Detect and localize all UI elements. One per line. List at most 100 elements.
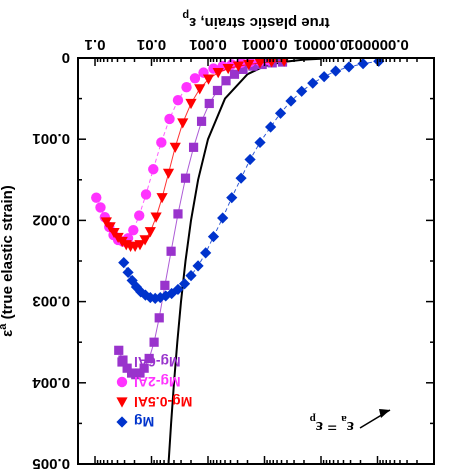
data-point (243, 59, 255, 71)
data-point (166, 287, 178, 300)
x-tick-label: 0.01 (137, 36, 166, 53)
series-mg-0-5al (100, 58, 289, 252)
legend-marker (116, 376, 128, 388)
series-line (123, 60, 379, 299)
data-point (212, 68, 224, 79)
y-tick-label: 0.001 (32, 130, 70, 147)
data-point (149, 337, 159, 347)
axes-layer (77, 57, 435, 465)
data-point (229, 69, 240, 79)
y-tick-label: 0.003 (32, 293, 70, 310)
annotation-sub-p: p (310, 413, 316, 425)
data-point (194, 84, 206, 95)
data-point (217, 212, 229, 224)
x-tick-label: 0.00001 (294, 36, 348, 53)
y-tick-label: 0.005 (32, 455, 70, 472)
data-point (212, 85, 223, 96)
data-point (185, 98, 197, 110)
y-axis-title: εa (true elastic strain) (0, 185, 16, 337)
x-tick-label: 0.000001 (346, 36, 409, 53)
x-axis-title-sub: p (182, 9, 189, 21)
data-point (318, 71, 330, 83)
data-point (177, 118, 189, 129)
reference-annotation: εa = εp (310, 413, 354, 437)
x-axis-title: true plastic strain, εp (182, 9, 330, 31)
annotation-eq: = ε (316, 418, 341, 437)
y-axis-title-sup: a (0, 323, 9, 330)
data-point (91, 192, 102, 203)
x-tick-label: 0.0001 (242, 36, 288, 53)
data-point (154, 291, 166, 304)
data-point (128, 224, 139, 236)
data-point (204, 98, 214, 109)
data-point (126, 274, 138, 287)
y-tick-label: 0.002 (32, 211, 70, 228)
data-point (164, 113, 175, 125)
data-point (188, 142, 199, 152)
legend-marker (116, 397, 128, 408)
data-point (127, 368, 137, 378)
data-point (108, 227, 120, 239)
data-point (207, 231, 220, 243)
data-point (343, 61, 355, 73)
data-point (254, 58, 266, 69)
x-tick-label: 0.1 (85, 36, 106, 53)
data-point (148, 164, 159, 175)
legend-item-mg-6al: Mg-6Al (117, 354, 181, 370)
data-point (196, 116, 207, 126)
data-point (307, 77, 319, 89)
y-tick-label: 0 (62, 49, 70, 66)
y-tick-label: 0.004 (32, 374, 70, 391)
annotation-sub-a: a (341, 413, 347, 425)
data-point (202, 74, 215, 85)
data-point (266, 58, 277, 68)
data-point (150, 212, 162, 223)
data-point (162, 168, 175, 179)
data-point (330, 65, 342, 77)
legend-label: Mg-2Al (134, 374, 181, 390)
data-point (118, 257, 130, 269)
data-point (265, 121, 277, 133)
legend-label: Mg-6Al (134, 354, 181, 370)
legend-label: Mg (134, 414, 154, 430)
data-point (254, 136, 266, 149)
data-point (296, 85, 308, 97)
legend-label: Mg-0.5Al (134, 394, 192, 410)
data-point (134, 210, 145, 221)
data-point (166, 246, 176, 256)
data-point (222, 63, 234, 75)
annotation-arrow-head (379, 409, 390, 418)
data-point (156, 193, 168, 204)
x-tick-label: 0.001 (189, 36, 227, 53)
data-point (144, 227, 156, 238)
series-line (105, 60, 285, 247)
data-point (160, 280, 170, 290)
data-point (200, 247, 212, 259)
data-point (244, 153, 256, 166)
legend-item-mg-2al: Mg-2Al (116, 374, 181, 390)
data-point (185, 270, 197, 282)
legend-item-mg: Mg (116, 414, 154, 430)
data-point (192, 260, 204, 272)
legend-marker (116, 416, 128, 428)
legend: Mg-6Al Mg-2Al Mg-0.5Al Mg (116, 354, 192, 430)
series-mg (118, 58, 385, 304)
data-point (95, 202, 106, 213)
data-point (232, 61, 244, 72)
data-point (180, 173, 191, 183)
data-point (221, 76, 231, 86)
data-point (357, 58, 369, 70)
data-point (235, 172, 247, 184)
data-point (373, 58, 385, 67)
series-mg-2al (91, 58, 275, 247)
data-point (100, 217, 112, 228)
data-point (172, 95, 184, 106)
data-point (144, 353, 154, 364)
data-point (173, 209, 183, 219)
data-point (156, 137, 167, 148)
legend-marker (117, 357, 127, 367)
